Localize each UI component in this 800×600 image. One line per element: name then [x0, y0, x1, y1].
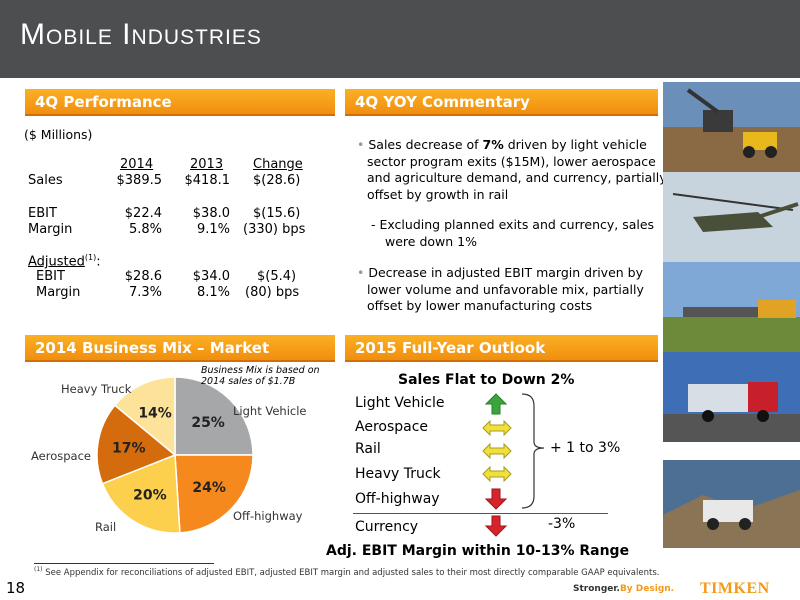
up-arrow-icon	[484, 393, 508, 415]
adjusted-text: Adjusted	[28, 254, 85, 270]
sub1-text: Excluding planned exits and currency, sa…	[379, 217, 655, 249]
slice-name-light-vehicle: Light Vehicle	[233, 404, 307, 418]
outlook-item-rail: Rail	[355, 441, 381, 457]
outlook-bracket-label: + 1 to 3%	[550, 440, 621, 456]
tagline-a: Stronger.	[573, 584, 620, 594]
mix-note-line-2: 2014 sales of $1.7B	[201, 376, 296, 387]
outlook-item-aerospace: Aerospace	[355, 419, 429, 435]
train-photo	[663, 262, 800, 352]
sales-2013: $418.1	[184, 173, 231, 188]
adjusted-sup: (1)	[84, 253, 97, 262]
bullet2-text: Decrease in adjusted EBIT margin driven …	[367, 265, 644, 313]
pie-label-aerospace: 17%	[112, 441, 146, 457]
flat-arrow-icon	[482, 442, 512, 460]
adjusted-label: Adjusted(1):	[28, 253, 101, 269]
slice-name-heavy-truck: Heavy Truck	[61, 382, 132, 396]
flat-arrow-icon	[482, 419, 512, 437]
outlook-divider	[353, 513, 608, 514]
col-2013: 2013	[190, 157, 224, 172]
sales-2014: $389.5	[116, 173, 163, 188]
outlook-headline: Sales Flat to Down 2%	[398, 372, 575, 388]
pie-slice-off-highway	[174, 454, 254, 534]
adj-ebit-change: $(5.4)	[257, 269, 297, 284]
pie-label-heavy-truck: 14%	[138, 406, 172, 422]
sub-dash: -	[371, 217, 380, 232]
footnote-text: See Appendix for reconciliations of adju…	[45, 567, 660, 578]
pie-slice-heavy-truck	[113, 376, 176, 457]
margin-2014: 5.8%	[128, 222, 162, 237]
adj-margin-2013: 8.1%	[196, 285, 230, 300]
bullet-dot-1: •	[357, 137, 369, 152]
pie-label-rail: 20%	[133, 488, 167, 504]
adj-margin-change: (80) bps	[245, 285, 300, 300]
mix-header: 2014 Business Mix – Market	[25, 335, 335, 362]
business-mix-pie-chart: 25% 24% 20% 17% 14%	[96, 376, 254, 534]
outlook-margin-line: Adj. EBIT Margin within 10-13% Range	[326, 543, 630, 559]
helicopter-photo	[663, 172, 800, 262]
adj-ebit-2014: $28.6	[124, 269, 162, 284]
mining-shovel-photo	[663, 82, 800, 172]
row-label-adj-margin: Margin	[36, 285, 81, 300]
bullet1-bold: 7%	[482, 137, 504, 152]
footnote-rule	[34, 563, 214, 564]
outlook-item-heavy-truck: Heavy Truck	[355, 466, 441, 482]
footnote-sup: (1)	[34, 566, 43, 573]
row-label-ebit: EBIT	[28, 206, 57, 221]
row-label-adj-ebit: EBIT	[36, 269, 65, 284]
col-2014: 2014	[120, 157, 154, 172]
bullet-dot-2: •	[357, 265, 369, 280]
page-title: Mobile Industries	[20, 18, 262, 51]
down-arrow-icon	[484, 515, 508, 537]
outlook-currency-value: -3%	[548, 516, 576, 532]
outlook-currency-label: Currency	[355, 519, 419, 535]
outlook-item-light-vehicle: Light Vehicle	[355, 395, 445, 411]
outlook-header: 2015 Full-Year Outlook	[345, 335, 658, 362]
row-label-sales: Sales	[28, 173, 63, 188]
tagline-b: By Design.	[619, 584, 675, 594]
tagline: Stronger.By Design.	[573, 584, 674, 594]
pie-label-off-highway: 24%	[192, 480, 226, 496]
bullet1-pre: Sales decrease of	[368, 137, 483, 152]
outlook-bracket	[521, 393, 545, 509]
pie-slice-light-vehicle	[174, 376, 254, 456]
pie-label-light-vehicle: 25%	[191, 415, 225, 431]
pie-slice-aerospace	[96, 404, 177, 485]
bullet1-post: driven by light vehicle sector program e…	[367, 137, 667, 202]
commentary-sub-1: - Excluding planned exits and currency, …	[369, 217, 675, 250]
slice-name-off-highway: Off-highway	[233, 509, 303, 523]
adj-margin-2014: 7.3%	[128, 285, 162, 300]
margin-2013: 9.1%	[196, 222, 230, 237]
flat-arrow-icon	[482, 465, 512, 483]
mix-note: Business Mix is based on 2014 sales of $…	[201, 365, 320, 387]
row-label-margin: Margin	[28, 222, 73, 237]
commentary-bullet-2: • Decrease in adjusted EBIT margin drive…	[357, 265, 667, 315]
mix-note-line-1: Business Mix is based on	[201, 365, 320, 376]
pie-slice-rail	[101, 453, 181, 534]
timken-logo: TIMKEN	[700, 580, 770, 597]
ebit-change: $(15.6)	[253, 206, 301, 221]
adj-ebit-2013: $34.0	[192, 269, 230, 284]
perf-header: 4Q Performance	[25, 89, 335, 116]
ebit-2014: $22.4	[124, 206, 162, 221]
col-change: Change	[253, 157, 303, 172]
adjusted-colon: :	[96, 254, 101, 270]
units-label: ($ Millions)	[24, 127, 93, 142]
margin-change: (330) bps	[243, 222, 306, 237]
down-arrow-icon	[484, 488, 508, 510]
footnote: (1) See Appendix for reconciliations of …	[34, 566, 659, 578]
commentary-header: 4Q YOY Commentary	[345, 89, 658, 116]
pickup-photo	[663, 460, 800, 548]
page-number: 18	[6, 579, 26, 597]
outlook-item-off-highway: Off-highway	[355, 491, 440, 507]
ebit-2013: $38.0	[192, 206, 230, 221]
commentary-bullet-1: • Sales decrease of 7% driven by light v…	[357, 137, 667, 203]
slice-name-aerospace: Aerospace	[31, 449, 91, 463]
sales-change: $(28.6)	[253, 173, 301, 188]
title-bar: Mobile Industries	[0, 0, 800, 78]
truck-photo	[663, 352, 800, 442]
slice-name-rail: Rail	[95, 520, 117, 534]
